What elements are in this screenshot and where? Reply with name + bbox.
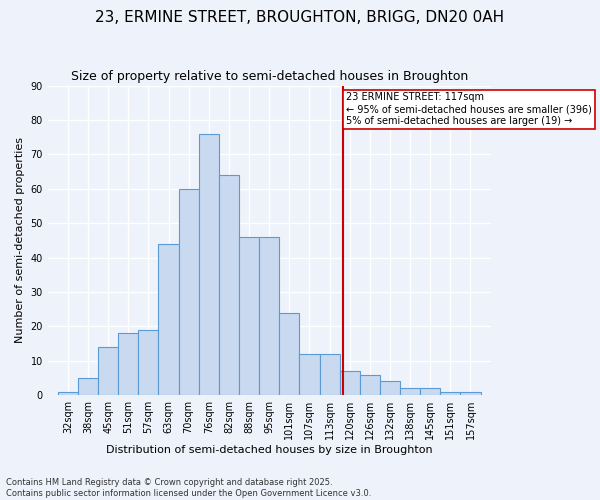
Bar xyxy=(259,237,279,395)
Bar xyxy=(78,378,98,395)
Bar xyxy=(98,347,118,395)
Bar xyxy=(299,354,320,395)
Bar xyxy=(380,382,400,395)
Bar xyxy=(440,392,460,395)
Text: 23 ERMINE STREET: 117sqm
← 95% of semi-detached houses are smaller (396)
5% of s: 23 ERMINE STREET: 117sqm ← 95% of semi-d… xyxy=(346,92,592,126)
Bar xyxy=(139,330,158,395)
Bar xyxy=(219,175,239,395)
Bar xyxy=(58,392,78,395)
Bar xyxy=(320,354,340,395)
Text: Contains HM Land Registry data © Crown copyright and database right 2025.
Contai: Contains HM Land Registry data © Crown c… xyxy=(6,478,371,498)
Bar xyxy=(360,374,380,395)
Bar xyxy=(158,244,179,395)
Bar xyxy=(460,392,481,395)
Bar xyxy=(179,189,199,395)
Bar xyxy=(340,371,360,395)
Bar xyxy=(400,388,420,395)
Bar xyxy=(199,134,219,395)
Bar xyxy=(420,388,440,395)
X-axis label: Distribution of semi-detached houses by size in Broughton: Distribution of semi-detached houses by … xyxy=(106,445,433,455)
Bar xyxy=(118,334,139,395)
Bar xyxy=(239,237,259,395)
Title: Size of property relative to semi-detached houses in Broughton: Size of property relative to semi-detach… xyxy=(71,70,468,83)
Y-axis label: Number of semi-detached properties: Number of semi-detached properties xyxy=(15,138,25,344)
Bar xyxy=(279,312,299,395)
Text: 23, ERMINE STREET, BROUGHTON, BRIGG, DN20 0AH: 23, ERMINE STREET, BROUGHTON, BRIGG, DN2… xyxy=(95,10,505,25)
